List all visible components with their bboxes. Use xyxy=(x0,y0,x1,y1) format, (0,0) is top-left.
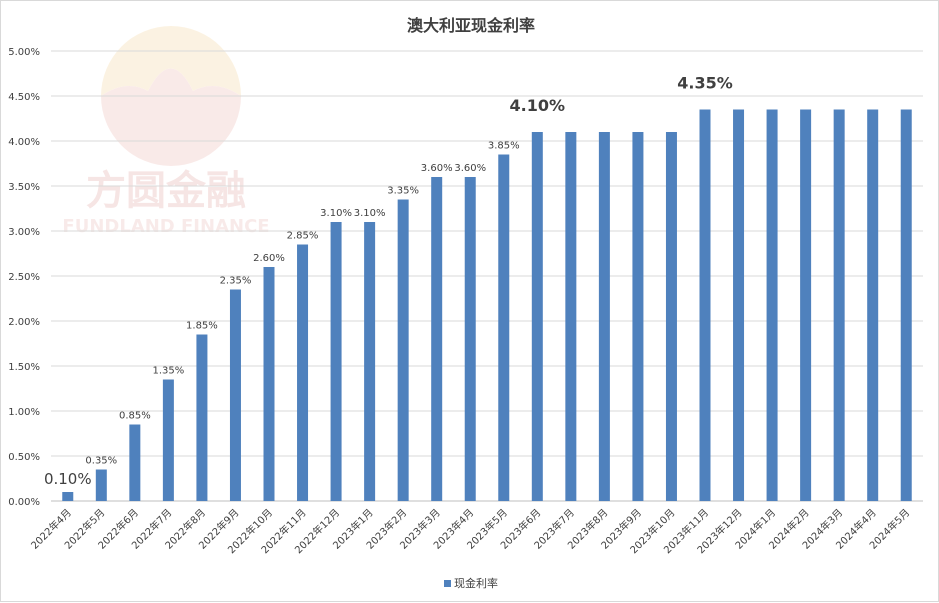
bar xyxy=(867,109,879,501)
bar xyxy=(129,424,141,501)
data-label: 3.60% xyxy=(454,163,486,174)
bar xyxy=(464,177,476,501)
data-label: 1.85% xyxy=(186,321,218,332)
y-tick-label: 3.00% xyxy=(8,227,40,238)
x-axis-ticks: 2022年4月2022年5月2022年6月2022年7月2022年8月2022年… xyxy=(28,506,912,556)
bar xyxy=(598,132,610,501)
data-label: 2.85% xyxy=(287,231,319,242)
bar xyxy=(665,132,677,501)
y-tick-label: 1.00% xyxy=(8,407,40,418)
data-label: 3.85% xyxy=(488,141,520,152)
y-tick-label: 3.50% xyxy=(8,182,40,193)
y-tick-label: 5.00% xyxy=(8,47,40,58)
y-tick-label: 0.50% xyxy=(8,452,40,463)
bar xyxy=(263,267,275,501)
bar xyxy=(297,244,309,501)
data-label: 3.60% xyxy=(421,163,453,174)
data-label: 2.60% xyxy=(253,253,285,264)
data-labels: 0.10% 0.35% 0.85% 1.35% 1.85% 2.35% 2.60%2.85%… xyxy=(44,74,733,489)
bar xyxy=(766,109,778,501)
chart-title: 澳大利亚现金利率 xyxy=(407,16,535,35)
data-label: 4.35% xyxy=(677,74,733,93)
watermark-brand: 方圆金融 xyxy=(86,168,246,214)
bar xyxy=(229,289,241,501)
watermark-brand-en: FUNDLAND FINANCE xyxy=(62,216,269,237)
bar xyxy=(397,199,409,501)
bar xyxy=(330,222,342,501)
y-tick-label: 2.50% xyxy=(8,272,40,283)
bar xyxy=(162,379,174,501)
y-tick-label: 1.50% xyxy=(8,362,40,373)
bar xyxy=(699,109,711,501)
bar xyxy=(62,492,74,501)
y-tick-label: 4.50% xyxy=(8,92,40,103)
bar xyxy=(364,222,376,501)
bar xyxy=(733,109,745,501)
data-label: 3.10% xyxy=(354,208,386,219)
watermark-logo: 方圆金融 FUNDLAND FINANCE xyxy=(62,26,270,237)
bar xyxy=(565,132,577,501)
data-label: 3.10% xyxy=(320,208,352,219)
bar xyxy=(833,109,845,501)
data-label: 1.35% xyxy=(152,366,184,377)
bar xyxy=(531,132,543,501)
data-label: 4.10% xyxy=(510,96,566,115)
y-axis-ticks: 0.00% 0.50% 1.00% 1.50% 2.00% 2.50% 3.00% 3.50%… xyxy=(8,47,40,508)
bar xyxy=(800,109,812,501)
legend: 现金利率 xyxy=(444,576,498,590)
legend-label: 现金利率 xyxy=(454,576,498,590)
bar xyxy=(95,469,107,501)
y-tick-label: 4.00% xyxy=(8,137,40,148)
bar xyxy=(196,334,208,501)
bar xyxy=(900,109,912,501)
bars xyxy=(62,109,912,501)
data-label: 2.35% xyxy=(220,276,252,287)
data-label: 0.85% xyxy=(119,411,151,422)
bar xyxy=(632,132,644,501)
data-label: 3.35% xyxy=(387,186,419,197)
data-label: 0.35% xyxy=(85,456,117,467)
y-tick-label: 0.00% xyxy=(8,497,40,508)
bar xyxy=(498,154,510,501)
data-label: 0.10% xyxy=(44,470,92,488)
y-tick-label: 2.00% xyxy=(8,317,40,328)
bar xyxy=(431,177,443,501)
gridlines xyxy=(51,50,923,502)
legend-swatch xyxy=(444,580,451,587)
